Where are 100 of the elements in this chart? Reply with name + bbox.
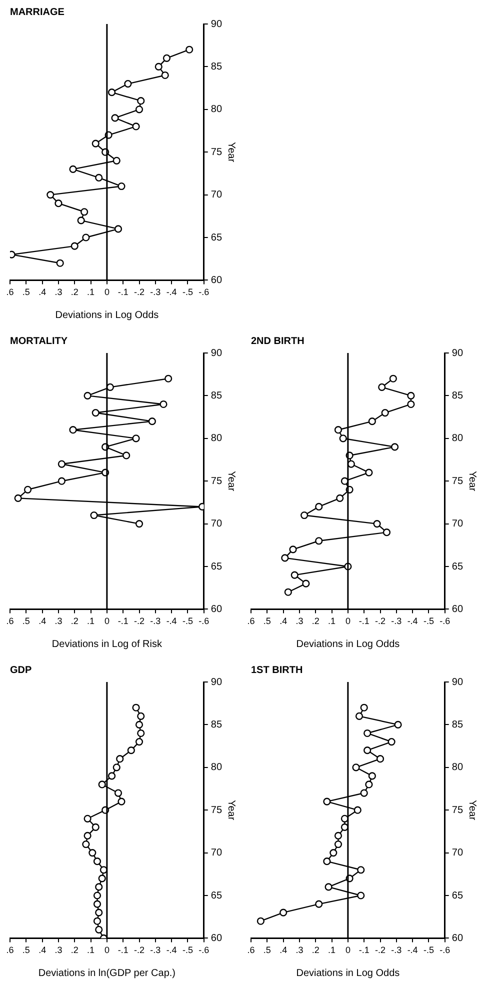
point (323, 798, 331, 806)
point (132, 434, 140, 442)
point (82, 840, 90, 848)
y-tick-label: 60 (210, 274, 222, 286)
x-tick-label: -.1 (358, 945, 370, 956)
x-axis-title: Deviations in ln(GDP per Cap.) (38, 968, 176, 979)
y-tick-label: 75 (452, 804, 464, 816)
y-tick-label: 90 (210, 676, 222, 688)
point (46, 191, 54, 199)
point (106, 383, 114, 391)
x-tick-label: .6 (247, 945, 255, 956)
point (108, 88, 116, 96)
point (58, 460, 66, 468)
y-tick-label: 75 (452, 476, 464, 487)
point (354, 806, 362, 814)
y-tick-label: 80 (452, 762, 464, 774)
point (334, 426, 342, 434)
y-tick-label: 75 (210, 146, 222, 158)
y-tick-label: 85 (210, 390, 222, 402)
x-tick-label: -.6 (440, 616, 450, 626)
point (69, 165, 77, 173)
point (330, 849, 338, 857)
x-tick-label: -.2 (374, 616, 386, 626)
point (56, 259, 64, 267)
point (289, 546, 297, 554)
point (88, 849, 96, 857)
x-tick-label: -.4 (407, 945, 418, 956)
point (135, 106, 144, 114)
chart-title: GDP (10, 664, 32, 676)
y-tick-label: 85 (452, 719, 464, 730)
point (135, 520, 144, 528)
point (92, 408, 100, 417)
point (24, 486, 32, 494)
point (154, 62, 162, 70)
y-axis-title: Year (466, 470, 478, 492)
point (70, 242, 78, 250)
y-tick-label: 70 (210, 848, 222, 859)
point (357, 892, 365, 900)
y-tick-label: 70 (452, 848, 464, 859)
x-tick-label: .6 (6, 287, 14, 298)
y-tick-label: 70 (210, 518, 222, 530)
x-tick-label: .3 (54, 287, 62, 298)
point (186, 46, 194, 54)
point (315, 537, 323, 545)
y-tick-label: 65 (210, 232, 222, 244)
point (365, 780, 373, 788)
x-tick-label: -.3 (150, 287, 161, 298)
point (376, 755, 384, 763)
x-tick-label: .2 (70, 945, 78, 956)
x-tick-label: -.5 (182, 616, 193, 626)
x-axis-title: Deviations in Log Odds (296, 968, 400, 979)
y-tick-label: 60 (452, 932, 464, 944)
x-tick-label: .4 (38, 616, 46, 626)
x-tick-label: -.4 (166, 945, 177, 956)
point (54, 200, 62, 208)
y-tick-label: 65 (452, 890, 464, 902)
point (323, 858, 331, 866)
x-tick-label: .4 (38, 945, 46, 956)
x-tick-label: 0 (345, 616, 350, 626)
x-tick-label: .4 (280, 945, 288, 956)
y-tick-label: 70 (210, 190, 222, 201)
point (118, 182, 126, 190)
point (116, 755, 124, 763)
y-tick-label: 90 (210, 18, 222, 30)
point (137, 729, 145, 738)
x-tick-label: .3 (296, 945, 304, 956)
point (114, 789, 122, 797)
point (360, 789, 368, 797)
x-tick-label: -.5 (423, 616, 434, 626)
point (95, 908, 103, 916)
point (84, 832, 92, 840)
point (108, 772, 116, 780)
x-tick-label: -.6 (198, 287, 210, 298)
y-tick-label: 75 (210, 804, 222, 816)
point (334, 840, 342, 848)
point (368, 418, 376, 426)
x-tick-label: .5 (22, 945, 30, 956)
point (394, 720, 402, 728)
point (93, 917, 102, 925)
point (98, 780, 106, 788)
point (112, 156, 120, 164)
y-axis-title: Year (225, 470, 236, 492)
point (378, 383, 386, 391)
x-tick-label: .2 (312, 945, 320, 956)
point (93, 858, 102, 866)
x-tick-label: .5 (263, 945, 271, 956)
point (357, 866, 365, 874)
point (407, 400, 415, 408)
x-tick-label: .1 (87, 616, 95, 626)
x-tick-label: .2 (312, 616, 320, 626)
y-tick-label: 90 (452, 348, 464, 359)
point (281, 554, 289, 562)
x-tick-label: .1 (87, 945, 95, 956)
y-tick-label: 70 (452, 518, 464, 530)
point (93, 892, 102, 900)
x-tick-label: .4 (38, 287, 46, 298)
point (95, 174, 103, 182)
x-tick-label: -.6 (198, 616, 210, 626)
x-tick-label: -.2 (134, 616, 145, 626)
point (256, 917, 264, 925)
